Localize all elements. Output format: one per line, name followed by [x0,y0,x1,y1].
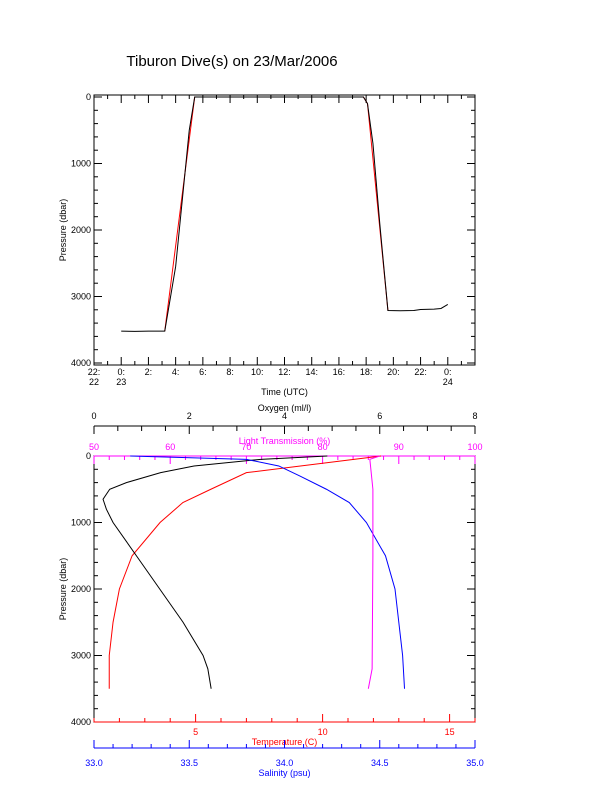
y-tick-label: 1000 [71,518,91,528]
x-tick-label: 2: [145,367,153,377]
x-tick-label: 22: [414,367,427,377]
y-tick-label: 2000 [71,584,91,594]
salinity-tick-label: 33.0 [85,758,103,768]
temperature-profile [108,455,382,689]
oxygen-tick-label: 6 [377,411,382,421]
plot-frame [93,94,476,366]
x-tick-label: 6: [199,367,207,377]
x-tick-date-label: 23 [116,377,126,387]
x-tick-date-label: 24 [443,377,453,387]
x-tick-label: 12: [278,367,291,377]
light-tick-label: 60 [165,442,175,452]
light-tick-label: 70 [241,442,251,452]
y-tick-label: 1000 [71,159,91,169]
x-tick-date-label: 22 [89,377,99,387]
oxygen-tick-label: 2 [187,411,192,421]
x-tick-label: 10: [251,367,264,377]
salinity-axis-label: Salinity (psu) [258,768,310,778]
salinity-tick-label: 35.0 [466,758,484,768]
oxygen-tick-label: 4 [282,411,287,421]
x-tick-label: 8: [226,367,234,377]
y-tick-label: 3000 [71,292,91,302]
salinity-tick-label: 34.0 [276,758,294,768]
x-tick-label: 0: [117,367,125,377]
oxygen-axis-label: Oxygen (ml/l) [258,403,312,413]
y-tick-label: 4000 [71,358,91,368]
salinity-profile [130,455,406,689]
temperature-tick-label: 15 [445,727,455,737]
y-axis-label: Pressure (dbar) [58,558,68,621]
y-tick-label: 3000 [71,651,91,661]
x-tick-label: 16: [333,367,346,377]
oxygen-tick-label: 8 [472,411,477,421]
y-tick-label: 4000 [71,717,91,727]
light-profile [367,455,380,689]
temperature-tick-label: 5 [193,727,198,737]
profile-chart: 0 1000 2000 3000 4000 Pressure (dbar) 0 2 4 6 8 Oxy… [58,403,484,778]
x-axis-label: Time (UTC) [261,387,308,397]
salinity-tick-label: 33.5 [180,758,198,768]
figure-title: Tiburon Dive(s) on 23/Mar/2006 [126,53,337,70]
y-tick-label: 2000 [71,225,91,235]
x-tick-label: 20: [387,367,400,377]
plot-frame [93,455,476,723]
light-tick-label: 90 [394,442,404,452]
pressure-trace [121,96,449,332]
x-tick-label: 4: [172,367,180,377]
x-tick-label: 18: [360,367,373,377]
y-axis-label: Pressure (dbar) [58,199,68,262]
salinity-tick-label: 34.5 [371,758,389,768]
x-tick-label: 0: [444,367,452,377]
oxygen-profile [102,455,328,689]
pressure-trace-overlay [164,96,389,332]
temperature-tick-label: 10 [318,727,328,737]
light-tick-label: 100 [467,442,482,452]
light-tick-label: 80 [318,442,328,452]
y-tick-label: 0 [86,451,91,461]
y-tick-label: 0 [86,92,91,102]
x-tick-label: 14: [305,367,318,377]
light-tick-label: 50 [89,442,99,452]
oxygen-tick-label: 0 [91,411,96,421]
x-tick-label: 22: [88,367,101,377]
light-axis-label: Light Transmission (%) [239,436,331,446]
